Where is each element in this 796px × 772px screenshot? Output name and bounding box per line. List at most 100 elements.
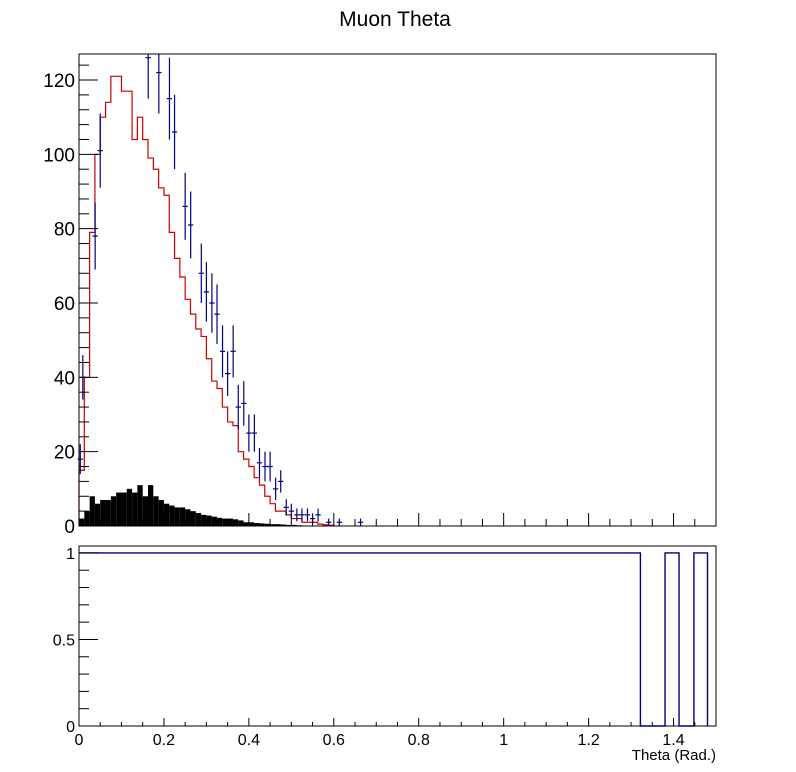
background-bar — [280, 524, 287, 526]
data-point — [357, 518, 364, 526]
data-point — [203, 262, 210, 322]
background-bar — [110, 496, 117, 526]
top-panel: 0 20 40 60 80 100 120 — [43, 53, 717, 538]
background-bar — [121, 492, 127, 526]
background-bar — [217, 517, 223, 526]
background-bar — [174, 507, 180, 526]
data-point — [77, 444, 83, 474]
background-bar — [248, 522, 255, 526]
background-bar — [84, 511, 90, 526]
x-tick-label: 0.2 — [153, 732, 175, 749]
background-bar — [100, 499, 106, 526]
background-bar — [238, 520, 244, 526]
data-point — [235, 384, 241, 430]
data-point — [156, 54, 162, 114]
data-point — [145, 54, 151, 99]
background-bar — [137, 485, 143, 526]
background-bar — [222, 518, 228, 526]
data-point — [224, 351, 231, 396]
data-point — [209, 273, 215, 333]
background-bar — [227, 518, 233, 526]
background-bar — [89, 496, 95, 526]
data-point — [283, 499, 289, 516]
data-point — [267, 451, 273, 482]
data-point — [97, 113, 103, 188]
data-point — [92, 202, 98, 270]
x-tick-label: 0.4 — [238, 732, 260, 749]
data-point — [294, 508, 300, 522]
data-point — [251, 414, 258, 452]
x-tick-label: 1.2 — [577, 732, 599, 749]
background-bar — [195, 512, 202, 526]
data-point — [336, 518, 342, 526]
background-bar — [105, 499, 111, 526]
background-bar — [259, 523, 265, 526]
ratio-panel: 0 0.5 1 0 0.2 0.4 0.6 0.8 1 1.2 1.4 — [53, 545, 717, 749]
x-tick-label: 0.6 — [323, 732, 345, 749]
background-bar — [264, 523, 271, 526]
ratio-frame — [78, 545, 717, 727]
background-bar — [286, 524, 292, 526]
background-bar — [153, 496, 159, 526]
x-tick-label: 0 — [75, 732, 84, 749]
chart-title: Muon Theta — [339, 8, 451, 31]
background-bar — [148, 485, 154, 526]
x-tick-label: 1.4 — [662, 732, 684, 749]
background-bar — [291, 524, 297, 526]
background-bar — [201, 514, 207, 526]
y-tick-label: 80 — [54, 220, 75, 241]
background-bar — [79, 518, 85, 526]
data-point — [246, 414, 252, 452]
data-point — [219, 325, 226, 378]
background-bar — [94, 503, 101, 526]
background-bar — [179, 507, 186, 526]
background-bar — [163, 503, 170, 526]
y-tick-label: 60 — [54, 294, 75, 315]
data-point — [299, 508, 305, 522]
data-point — [288, 503, 294, 519]
data-point — [198, 243, 204, 304]
background-bar — [206, 515, 212, 526]
background-bar — [254, 523, 260, 526]
data-point — [272, 477, 279, 500]
data-point — [182, 172, 188, 240]
data-point — [304, 508, 311, 522]
y-tick-label: 20 — [54, 443, 75, 464]
background-bar — [211, 516, 218, 526]
y-tick-label: 0 — [64, 517, 75, 538]
x-tick-label: 1 — [499, 732, 508, 749]
y-tick-label: 40 — [54, 368, 75, 389]
data-point — [315, 508, 321, 522]
background-bar — [116, 492, 122, 526]
data-point — [166, 57, 173, 140]
ratio-y-tick-label: 0 — [66, 719, 75, 736]
data-point — [278, 470, 284, 493]
data-point — [241, 381, 247, 426]
background-bar — [185, 509, 191, 526]
ratio-step-line — [79, 552, 709, 727]
data-point — [262, 451, 268, 482]
y-tick-label: 100 — [43, 145, 75, 166]
data-point — [326, 518, 332, 526]
background-bar — [158, 499, 164, 526]
data-point — [214, 284, 220, 344]
data-point — [230, 325, 236, 378]
background-bar — [243, 522, 249, 526]
background-bar — [275, 524, 281, 526]
x-tick-label: 0.8 — [408, 732, 430, 749]
background-bar — [169, 505, 175, 526]
data-point — [188, 191, 194, 259]
data-point — [256, 447, 263, 478]
background-bar — [142, 496, 149, 526]
background-bar — [232, 519, 239, 526]
ratio-y-tick-label: 0.5 — [53, 632, 75, 649]
y-tick-label: 120 — [43, 71, 75, 92]
background-bar — [190, 511, 196, 526]
data-point — [171, 94, 178, 170]
ratio-y-tick-label: 1 — [66, 546, 75, 563]
background-bar — [126, 488, 133, 526]
background-bar — [132, 492, 138, 526]
x-axis-label: Theta (Rad.) — [632, 747, 716, 764]
background-bar — [270, 524, 276, 526]
